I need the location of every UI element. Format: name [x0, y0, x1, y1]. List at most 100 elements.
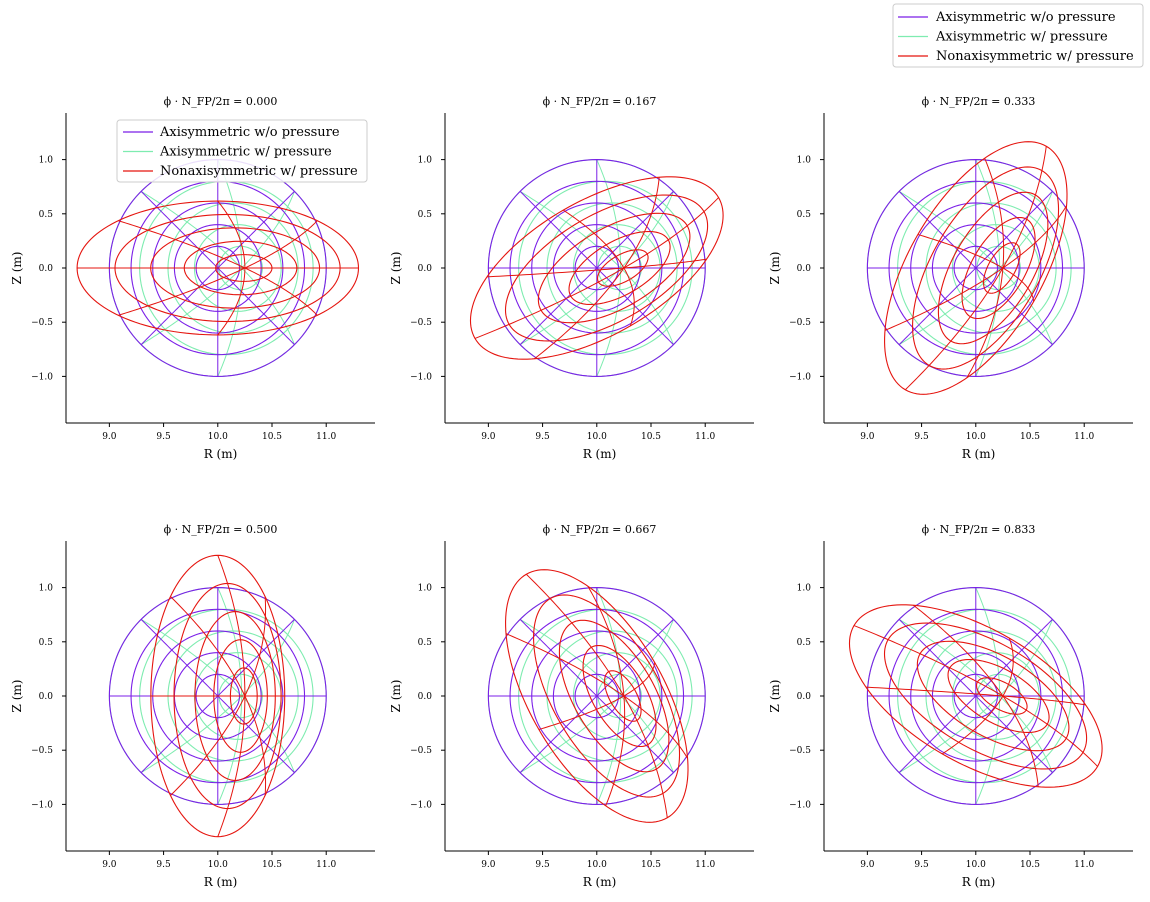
plot-area — [866, 141, 1085, 395]
poloidal-ray — [118, 267, 246, 316]
poloidal-ray — [620, 619, 674, 697]
poloidal-ray — [999, 619, 1053, 697]
x-tick-label: 9.0 — [481, 432, 496, 442]
poloidal-ray — [217, 200, 246, 269]
poloidal-ray — [596, 267, 674, 345]
poloidal-ray — [999, 695, 1053, 773]
poloidal-ray — [596, 267, 622, 377]
poloidal-ray — [623, 695, 668, 818]
poloidal-ray — [898, 695, 977, 773]
y-tick-label: 0.5 — [797, 210, 812, 220]
y-tick-label: −0.5 — [789, 318, 811, 328]
poloidal-ray — [217, 695, 295, 773]
poloidal-ray — [118, 220, 246, 269]
poloidal-ray — [596, 695, 674, 773]
x-tick-label: 9.5 — [914, 860, 929, 870]
plot-area — [108, 554, 327, 838]
poloidal-ray — [1002, 695, 1098, 767]
y-tick-label: 0.0 — [418, 264, 433, 274]
y-tick-label: −1.0 — [410, 800, 432, 810]
y-axis-label: Z (m) — [389, 252, 403, 285]
y-tick-label: −0.5 — [789, 746, 811, 756]
legend-entry: Axisymmetric w/ pressure — [159, 145, 332, 160]
y-tick-label: 1.0 — [418, 584, 433, 594]
poloidal-ray — [623, 197, 719, 269]
subplot-title: ϕ · N_FP/2π = 0.667 — [543, 523, 657, 536]
plot-area — [487, 569, 706, 823]
y-tick-label: −1.0 — [31, 800, 53, 810]
poloidal-ray — [605, 695, 626, 806]
x-tick-label: 9.5 — [535, 432, 550, 442]
plot-area — [469, 159, 724, 377]
x-tick-label: 10.5 — [1020, 432, 1040, 442]
y-tick-label: 0.5 — [39, 638, 54, 648]
y-tick-label: 0.5 — [797, 638, 812, 648]
series-axisymmetric-w-o-pressure — [487, 587, 706, 805]
subplot-4: 9.0 9.5 10.0 10.5 11.0 −1.0 −0.5 0.0 0.5 1.0 R (m)… — [389, 523, 754, 889]
y-tick-label: 1.0 — [418, 156, 433, 166]
poloidal-ray — [170, 695, 246, 796]
x-tick-label: 9.0 — [860, 432, 875, 442]
x-tick-label: 10.5 — [641, 860, 661, 870]
poloidal-ray — [241, 619, 295, 697]
y-tick-label: 0.5 — [418, 210, 433, 220]
poloidal-ray — [140, 191, 219, 269]
subplot-1: 9.0 9.5 10.0 10.5 11.0 −1.0 −0.5 0.0 0.5 1.0 R (m)… — [389, 95, 754, 461]
poloidal-ray — [1002, 146, 1047, 269]
poloidal-ray — [975, 267, 1053, 345]
y-tick-label: 0.0 — [418, 692, 433, 702]
y-tick-label: −0.5 — [31, 318, 53, 328]
poloidal-ray — [140, 695, 219, 773]
y-tick-label: 1.0 — [39, 156, 54, 166]
poloidal-ray — [217, 619, 295, 697]
poloidal-ray — [999, 267, 1053, 345]
x-tick-label: 11.0 — [1074, 860, 1094, 870]
x-axis-label: R (m) — [583, 447, 617, 461]
poloidal-ray — [244, 695, 267, 796]
poloidal-ray — [1002, 205, 1068, 269]
poloidal-ray — [623, 258, 707, 269]
poloidal-ray — [1002, 267, 1035, 302]
x-tick-label: 11.0 — [1074, 432, 1094, 442]
y-tick-label: 0.0 — [797, 264, 812, 274]
y-axis-label: Z (m) — [768, 252, 782, 285]
poloidal-ray — [904, 267, 1004, 391]
poloidal-ray — [596, 159, 622, 269]
y-tick-label: 1.0 — [797, 156, 812, 166]
poloidal-ray — [534, 267, 625, 360]
y-tick-label: −1.0 — [789, 372, 811, 382]
poloidal-ray — [623, 267, 635, 327]
x-tick-label: 11.0 — [316, 860, 336, 870]
x-tick-label: 10.0 — [966, 860, 986, 870]
poloidal-ray — [170, 596, 246, 697]
poloidal-ray — [623, 177, 660, 269]
y-tick-label: −1.0 — [410, 372, 432, 382]
poloidal-ray — [623, 662, 656, 697]
x-tick-label: 9.5 — [156, 860, 171, 870]
poloidal-ray — [596, 191, 674, 269]
poloidal-ray — [975, 267, 1001, 377]
y-tick-label: −1.0 — [31, 372, 53, 382]
poloidal-ray — [519, 695, 598, 773]
poloidal-ray — [975, 695, 1001, 805]
x-axis-label: R (m) — [204, 875, 238, 889]
x-tick-label: 10.5 — [262, 860, 282, 870]
y-axis-label: Z (m) — [10, 680, 24, 713]
series-axisymmetric-w-o-pressure — [866, 587, 1085, 805]
poloidal-ray — [525, 573, 625, 697]
series-nonaxisymmetric-w-pressure — [76, 200, 360, 336]
series-nonaxisymmetric-w-pressure — [150, 554, 286, 838]
y-tick-label: 1.0 — [39, 584, 54, 594]
poloidal-ray — [217, 267, 295, 345]
poloidal-ray — [620, 695, 674, 773]
y-tick-label: 0.0 — [39, 264, 54, 274]
y-tick-label: −0.5 — [31, 746, 53, 756]
x-tick-label: 11.0 — [695, 860, 715, 870]
poloidal-ray — [519, 267, 598, 345]
poloidal-ray — [1002, 695, 1039, 787]
poloidal-ray — [966, 267, 1004, 379]
subplot-title: ϕ · N_FP/2π = 0.167 — [543, 95, 657, 108]
y-tick-label: 0.5 — [418, 638, 433, 648]
poloidal-ray — [898, 619, 977, 697]
